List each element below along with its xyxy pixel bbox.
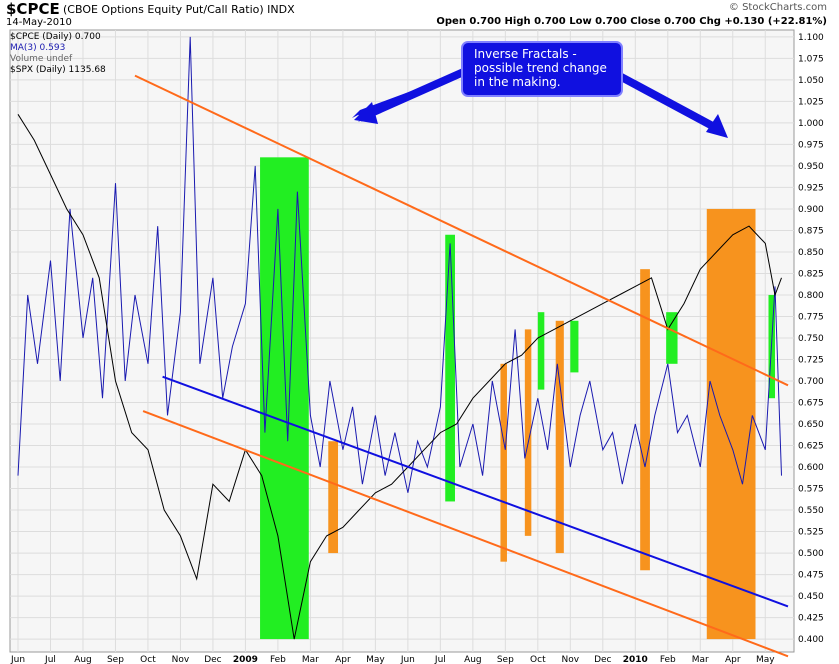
x-tick-label: Nov [562, 655, 580, 664]
callout-text-line: Inverse Fractals - [474, 47, 577, 61]
highlight-box-green [260, 157, 309, 640]
y-tick-label: 0.425 [798, 614, 824, 624]
x-tick-label: Mar [302, 655, 319, 664]
x-tick-label: Oct [530, 655, 546, 664]
trendlines [134, 74, 789, 658]
highlight-box-orange [706, 208, 756, 640]
y-tick-label: 0.575 [798, 485, 824, 495]
legend-item-spx: $SPX (Daily) 1135.68 [10, 65, 106, 75]
highlight-box-green [537, 312, 545, 390]
symbol-name: (CBOE Options Equity Put/Call Ratio) IND… [63, 3, 295, 16]
x-tick-label: Aug [464, 655, 482, 664]
y-tick-label: 0.500 [798, 549, 824, 559]
x-tick-label: Oct [140, 655, 156, 664]
y-tick-label: 0.775 [798, 312, 824, 322]
symbol-title: $CPCE [6, 0, 60, 18]
y-tick-label: 0.475 [798, 571, 824, 581]
highlight-box-green [666, 312, 678, 364]
callout-arrow-left-head [354, 102, 378, 124]
x-tick-label: Dec [594, 655, 611, 664]
highlight-box-orange [555, 320, 564, 554]
x-tick-label: Jul [44, 655, 56, 664]
y-tick-label: 0.450 [798, 592, 824, 602]
y-tick-label: 0.675 [798, 399, 824, 409]
y-tick-label: 0.950 [798, 162, 824, 172]
y-tick-label: 1.000 [798, 119, 824, 129]
highlight-box-green [570, 320, 579, 373]
y-tick-label: 0.825 [798, 269, 824, 279]
callout-arrow-right-shaft [610, 68, 722, 134]
legend-item-volume: Volume undef [10, 54, 73, 64]
trendline-orange [134, 74, 789, 387]
highlight-box-orange [640, 269, 650, 571]
brand-watermark: © StockCharts.com [728, 2, 827, 13]
y-tick-label: 0.550 [798, 506, 824, 516]
x-tick-label: Sep [107, 655, 124, 664]
x-tick-label: Jun [10, 655, 25, 664]
x-tick-label: Nov [172, 655, 190, 664]
x-tick-label: 2010 [623, 655, 648, 664]
y-tick-label: 0.600 [798, 463, 824, 473]
y-tick-label: 0.875 [798, 226, 824, 236]
y-tick-label: 1.075 [798, 54, 824, 64]
y-tick-label: 0.850 [798, 248, 824, 258]
x-tick-label: 2009 [233, 655, 258, 664]
trendline-blue [162, 375, 789, 608]
callout-arrow-right-head [706, 114, 728, 138]
y-tick-label: 0.975 [798, 140, 824, 150]
legend-item-ma: MA(3) 0.593 [10, 43, 66, 53]
highlight-box-orange [328, 441, 339, 554]
grid [10, 30, 794, 652]
chart-header: $CPCE (CBOE Options Equity Put/Call Rati… [0, 0, 839, 30]
x-tick-label: Apr [725, 655, 741, 664]
x-tick-label: Sep [497, 655, 514, 664]
y-tick-label: 0.625 [798, 442, 824, 452]
callout-text-line: in the making. [474, 75, 561, 89]
annotation-callout: Inverse Fractals -possible trend changei… [352, 41, 728, 138]
plot-background [9, 29, 795, 653]
y-tick-label: 0.725 [798, 355, 824, 365]
highlight-boxes [260, 157, 776, 640]
x-tick-label: May [756, 655, 775, 664]
series-line-ma [17, 36, 782, 493]
callout-text-line: possible trend change [474, 61, 607, 75]
callout-box [461, 41, 623, 97]
x-tick-label: Aug [74, 655, 92, 664]
y-tick-label: 0.525 [798, 528, 824, 538]
x-tick-label: Mar [692, 655, 709, 664]
chart-legend: $CPCE (Daily) 0.700 MA(3) 0.593 Volume u… [10, 32, 106, 76]
x-tick-label: May [366, 655, 385, 664]
y-tick-label: 1.050 [798, 76, 824, 86]
x-tick-label: Dec [204, 655, 221, 664]
x-tick-label: Jul [434, 655, 446, 664]
legend-item-cpce: $CPCE (Daily) 0.700 [10, 32, 101, 42]
y-tick-label: 0.750 [798, 334, 824, 344]
trendline-orange [142, 410, 789, 658]
y-tick-label: 0.650 [798, 420, 824, 430]
y-tick-label: 0.800 [798, 291, 824, 301]
x-axis: Jun Jul Aug Sep Oct Nov Dec 2009 Feb Mar Apr May Jun… [10, 655, 775, 664]
y-tick-label: 0.900 [798, 205, 824, 215]
x-tick-label: Feb [270, 655, 286, 664]
chart-date: 14-May-2010 [6, 17, 72, 28]
highlight-box-orange [500, 363, 507, 562]
y-tick-label: 0.700 [798, 377, 824, 387]
y-tick-label: 1.100 [798, 33, 824, 43]
y-tick-label: 1.025 [798, 97, 824, 107]
highlight-box-green [445, 234, 455, 502]
x-tick-label: Jun [400, 655, 415, 664]
y-tick-label: 0.400 [798, 635, 824, 645]
x-tick-label: Feb [660, 655, 676, 664]
y-tick-label: 0.925 [798, 183, 824, 193]
y-axis: 1.100 1.075 1.050 1.025 1.000 0.975 0.950 0.925… [798, 33, 824, 645]
ohlc-readout: Open 0.700 High 0.700 Low 0.700 Close 0.… [436, 16, 827, 27]
x-tick-label: Apr [335, 655, 351, 664]
highlight-box-orange [524, 329, 532, 536]
callout-arrow-left-shaft [358, 66, 470, 122]
